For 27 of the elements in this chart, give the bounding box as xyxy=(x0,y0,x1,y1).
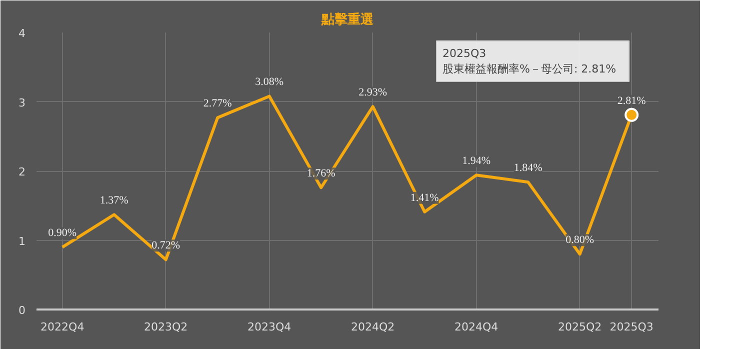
y-tick-label: 1 xyxy=(18,234,26,248)
x-tick-label: 2025Q3 xyxy=(610,320,654,334)
y-tick-label: 4 xyxy=(18,27,26,40)
chart-title: 點擊重選 xyxy=(320,12,374,28)
data-label: 0.72% xyxy=(152,240,180,252)
data-label: 1.84% xyxy=(514,162,542,174)
data-label: 0.90% xyxy=(48,227,77,240)
data-label: 3.08% xyxy=(255,76,284,88)
data-label: 1.76% xyxy=(306,168,336,180)
y-tick-label: 0 xyxy=(18,304,26,317)
x-tick-label: 2023Q4 xyxy=(248,320,292,334)
x-tick-label: 2024Q2 xyxy=(351,320,395,334)
data-label: 2.81% xyxy=(617,94,646,107)
annotation: 2025Q3 xyxy=(442,46,486,60)
data-label: 1.94% xyxy=(462,155,491,168)
annotation: 股東權益報酬率%－母公司: 2.81% xyxy=(442,62,616,76)
data-label: 0.80% xyxy=(566,234,594,246)
x-tick-label: 2023Q2 xyxy=(144,320,188,334)
data-label: 1.41% xyxy=(410,192,439,204)
data-label: 2.77% xyxy=(203,98,232,110)
x-tick-label: 2024Q4 xyxy=(454,320,498,334)
y-tick-label: 3 xyxy=(18,96,26,110)
x-tick-label: 2025Q2 xyxy=(558,320,602,334)
data-label: 2.93% xyxy=(358,86,388,99)
x-tick-label: 2022Q4 xyxy=(40,320,84,334)
y-tick-label: 2 xyxy=(18,166,26,178)
data-label: 1.37% xyxy=(100,194,128,207)
